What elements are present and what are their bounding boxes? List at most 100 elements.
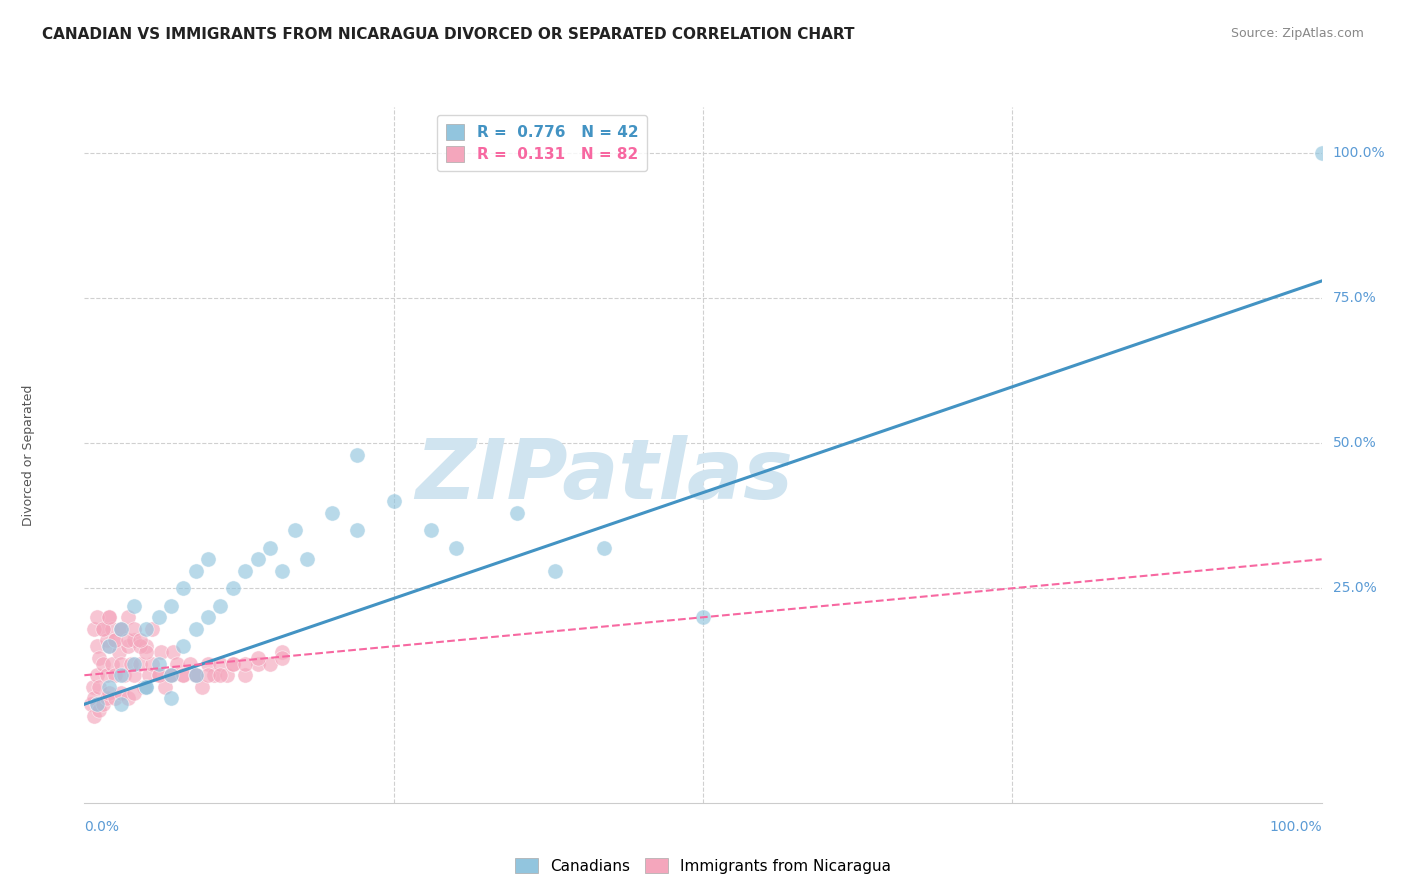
Point <box>135 645 157 659</box>
Point <box>172 582 194 596</box>
Point <box>1310 146 1333 161</box>
Point <box>150 645 173 659</box>
Point <box>346 448 368 462</box>
Point <box>82 680 104 694</box>
Point <box>191 680 214 694</box>
Point <box>506 506 529 520</box>
Point <box>197 552 219 566</box>
Point <box>172 668 194 682</box>
Point <box>148 657 170 671</box>
Point <box>104 691 127 706</box>
Point <box>172 639 194 653</box>
Point <box>86 668 108 682</box>
Point <box>284 523 307 537</box>
Point <box>162 645 184 659</box>
Point <box>259 657 281 671</box>
Point <box>209 599 232 613</box>
Point <box>104 633 127 648</box>
Text: 100.0%: 100.0% <box>1333 146 1385 161</box>
Point <box>104 668 127 682</box>
Point <box>122 633 145 648</box>
Text: 75.0%: 75.0% <box>1333 292 1376 305</box>
Point <box>233 564 256 578</box>
Point <box>132 680 155 694</box>
Text: 0.0%: 0.0% <box>84 821 120 834</box>
Point <box>83 708 105 723</box>
Legend: R =  0.776   N = 42, R =  0.131   N = 82: R = 0.776 N = 42, R = 0.131 N = 82 <box>437 115 647 171</box>
Point <box>98 685 121 699</box>
Point <box>110 668 132 682</box>
Point <box>110 622 132 636</box>
Point <box>110 657 132 671</box>
Point <box>209 668 232 682</box>
Point <box>593 541 616 555</box>
Point <box>122 622 145 636</box>
Point <box>184 564 207 578</box>
Point <box>98 639 121 653</box>
Point <box>148 668 170 682</box>
Point <box>122 657 145 671</box>
Text: CANADIAN VS IMMIGRANTS FROM NICARAGUA DIVORCED OR SEPARATED CORRELATION CHART: CANADIAN VS IMMIGRANTS FROM NICARAGUA DI… <box>42 27 855 42</box>
Point <box>148 610 170 624</box>
Point <box>197 657 219 671</box>
Text: ZIPatlas: ZIPatlas <box>415 435 793 516</box>
Point <box>86 698 108 712</box>
Point <box>110 685 132 699</box>
Point <box>122 668 145 682</box>
Point <box>197 610 219 624</box>
Point <box>135 639 157 653</box>
Point <box>135 622 157 636</box>
Point <box>91 657 114 671</box>
Point <box>179 657 201 671</box>
Text: Source: ZipAtlas.com: Source: ZipAtlas.com <box>1230 27 1364 40</box>
Point <box>108 645 131 659</box>
Point <box>184 668 207 682</box>
Point <box>321 506 343 520</box>
Point <box>141 657 163 671</box>
Text: 25.0%: 25.0% <box>1333 582 1376 595</box>
Point <box>160 668 183 682</box>
Point <box>104 633 127 648</box>
Text: 50.0%: 50.0% <box>1333 436 1376 450</box>
Point <box>246 552 269 566</box>
Point <box>79 698 101 712</box>
Point <box>271 651 294 665</box>
Point <box>86 639 108 653</box>
Point <box>117 610 139 624</box>
Point <box>160 668 183 682</box>
Point <box>91 622 114 636</box>
Point <box>197 668 219 682</box>
Point <box>233 668 256 682</box>
Point <box>100 622 122 636</box>
Point <box>129 639 152 653</box>
Point <box>382 494 405 508</box>
Point <box>96 633 118 648</box>
Point <box>83 622 105 636</box>
Point <box>120 657 142 671</box>
Text: Divorced or Separated: Divorced or Separated <box>22 384 35 525</box>
Point <box>222 657 245 671</box>
Point <box>86 610 108 624</box>
Point <box>172 668 194 682</box>
Point <box>209 657 232 671</box>
Point <box>89 703 111 717</box>
Point <box>295 552 318 566</box>
Point <box>98 610 121 624</box>
Point <box>89 680 111 694</box>
Point <box>91 622 114 636</box>
Point <box>98 610 121 624</box>
Point <box>91 698 114 712</box>
Point <box>100 657 122 671</box>
Point <box>444 541 467 555</box>
Text: 100.0%: 100.0% <box>1270 821 1322 834</box>
Point <box>271 564 294 578</box>
Point <box>110 698 132 712</box>
Point <box>184 622 207 636</box>
Point <box>148 668 170 682</box>
Point <box>692 610 714 624</box>
Point <box>135 680 157 694</box>
Point <box>98 639 121 653</box>
Legend: Canadians, Immigrants from Nicaragua: Canadians, Immigrants from Nicaragua <box>509 852 897 880</box>
Point <box>271 645 294 659</box>
Point <box>160 691 183 706</box>
